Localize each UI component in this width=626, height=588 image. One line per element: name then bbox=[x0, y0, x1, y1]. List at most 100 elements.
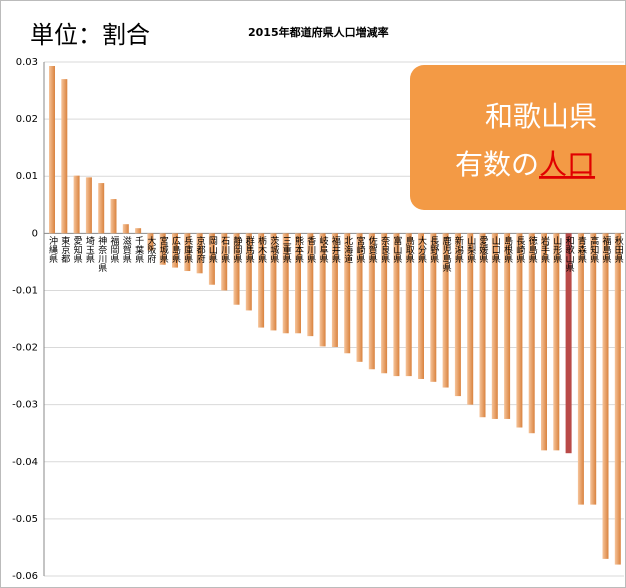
bar bbox=[479, 233, 486, 418]
bar bbox=[528, 233, 535, 434]
unit-label: 単位：割合 bbox=[30, 21, 150, 49]
bar bbox=[454, 233, 461, 397]
bar bbox=[147, 233, 154, 251]
x-tick-label: 広島県 bbox=[170, 235, 181, 264]
bar bbox=[602, 233, 609, 559]
bar bbox=[405, 233, 412, 377]
x-tick-label: 長崎県 bbox=[514, 236, 525, 264]
x-tick-label: 栃木県 bbox=[256, 235, 267, 264]
bar bbox=[590, 233, 597, 505]
x-tick-label: 青森県 bbox=[576, 235, 587, 264]
x-tick-label: 岩手県 bbox=[539, 235, 550, 264]
bar bbox=[442, 233, 449, 388]
x-tick-label: 熊本県 bbox=[293, 235, 304, 264]
bar bbox=[319, 233, 326, 347]
bar bbox=[368, 233, 375, 370]
bar bbox=[541, 233, 547, 451]
x-tick-label: 山形県 bbox=[551, 236, 562, 264]
bar bbox=[467, 233, 474, 405]
bar bbox=[356, 233, 363, 362]
x-tick-label: 京都府 bbox=[195, 235, 206, 264]
bar bbox=[282, 233, 289, 334]
x-tick-label: 香川県 bbox=[305, 236, 316, 264]
x-tick-label: 鳥取県 bbox=[404, 235, 415, 264]
x-tick-label: 北海道 bbox=[342, 236, 353, 264]
x-tick-label: 石川県 bbox=[219, 236, 230, 264]
bar bbox=[245, 233, 252, 311]
x-tick-label: 沖縄県 bbox=[47, 235, 58, 264]
x-tick-label: 滋賀県 bbox=[121, 235, 132, 264]
bar bbox=[73, 175, 80, 234]
x-tick-label: 埼玉県 bbox=[84, 235, 95, 264]
bar bbox=[516, 233, 523, 428]
x-tick-label: 大分県 bbox=[416, 235, 427, 264]
bar bbox=[344, 233, 351, 354]
bar bbox=[295, 233, 301, 334]
bar bbox=[122, 224, 129, 234]
bar bbox=[307, 233, 314, 337]
x-tick-label: 富山県 bbox=[391, 235, 402, 264]
x-tick-label: 兵庫県 bbox=[182, 235, 193, 264]
x-tick-label: 宮城県 bbox=[158, 235, 169, 264]
y-tick-label: -0.02 bbox=[12, 343, 38, 354]
bar bbox=[418, 233, 424, 379]
x-tick-label: 千葉県 bbox=[133, 236, 144, 264]
x-tick-label: 神奈川県 bbox=[96, 235, 107, 273]
x-tick-label: 長野県 bbox=[428, 236, 439, 264]
bar bbox=[221, 233, 228, 291]
x-tick-label: 愛媛県 bbox=[478, 235, 489, 264]
bar bbox=[430, 233, 437, 382]
bar bbox=[270, 233, 277, 331]
y-tick-label: -0.06 bbox=[12, 571, 38, 582]
x-tick-label: 和歌山県 bbox=[564, 236, 575, 273]
bar bbox=[172, 233, 178, 268]
bar bbox=[208, 233, 215, 285]
x-tick-label: 岐阜県 bbox=[318, 235, 329, 264]
x-tick-label: 島根県 bbox=[502, 235, 512, 264]
bar bbox=[331, 233, 338, 347]
x-tick-label: 大阪府 bbox=[145, 235, 156, 264]
x-tick-label: 高知県 bbox=[588, 235, 599, 264]
bar bbox=[233, 233, 240, 305]
bar bbox=[381, 233, 388, 374]
callout-emphasis: 人口 bbox=[539, 148, 595, 181]
callout-line2: 有数の人口 bbox=[455, 148, 595, 181]
bar bbox=[565, 233, 572, 454]
y-tick-label: 0 bbox=[32, 228, 38, 239]
bar bbox=[135, 228, 142, 234]
bar bbox=[504, 233, 511, 419]
bar bbox=[61, 79, 68, 234]
bar bbox=[85, 177, 92, 234]
chart-title: 2015年都道府県人口増減率 bbox=[248, 25, 389, 39]
y-tick-label: -0.01 bbox=[12, 285, 38, 296]
y-tick-label: -0.05 bbox=[12, 514, 38, 525]
x-tick-label: 静岡県 bbox=[232, 235, 243, 264]
x-tick-label: 岡山県 bbox=[207, 236, 218, 264]
x-tick-label: 茨城県 bbox=[268, 235, 279, 264]
bar bbox=[258, 233, 265, 328]
x-tick-label: 福島県 bbox=[601, 235, 612, 264]
x-tick-label: 東京都 bbox=[59, 235, 70, 264]
bar bbox=[393, 233, 400, 377]
y-tick-label: -0.03 bbox=[12, 400, 38, 411]
callout-prefix: 有数の bbox=[455, 148, 539, 181]
bar bbox=[49, 65, 55, 234]
bar bbox=[491, 233, 498, 419]
y-tick-label: -0.04 bbox=[12, 457, 38, 468]
x-tick-label: 三重県 bbox=[281, 236, 292, 264]
bar bbox=[614, 233, 621, 565]
x-tick-label: 福井県 bbox=[330, 235, 341, 264]
bar bbox=[196, 233, 203, 274]
x-tick-label: 山口県 bbox=[490, 236, 501, 264]
bar bbox=[553, 233, 560, 451]
x-tick-label: 福岡県 bbox=[109, 235, 120, 264]
x-tick-label: 鹿児島県 bbox=[441, 235, 452, 273]
bar bbox=[577, 233, 584, 505]
x-tick-label: 群馬県 bbox=[244, 235, 255, 264]
y-tick-label: 0.03 bbox=[16, 57, 38, 68]
y-tick-label: 0.02 bbox=[16, 114, 38, 125]
x-tick-label: 宮崎県 bbox=[355, 235, 366, 264]
x-tick-label: 山梨県 bbox=[465, 236, 476, 264]
bar bbox=[184, 233, 191, 272]
